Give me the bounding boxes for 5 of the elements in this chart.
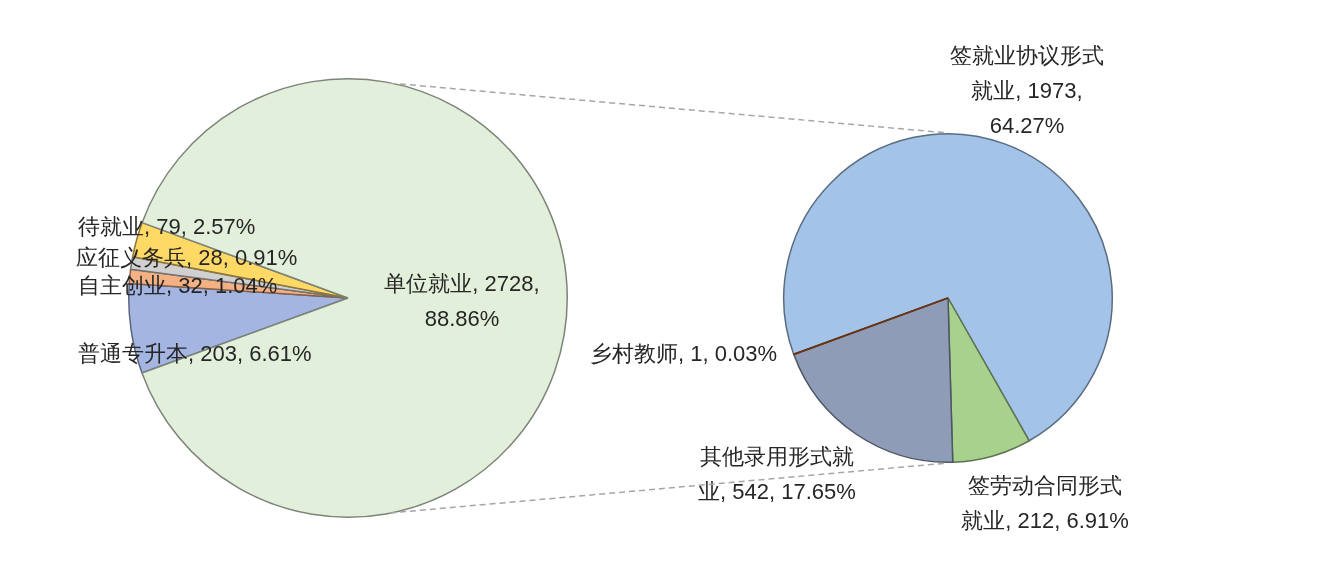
slice-label: 乡村教师, 1, 0.03%: [590, 341, 778, 367]
slice-label: 签就业协议形式就业, 1973, 64.27%: [950, 43, 1104, 139]
slice-label: 签劳动合同形式就业, 212, 6.91%: [961, 473, 1129, 534]
slice-label: 其他录用形式就业, 542, 17.65%: [698, 444, 856, 505]
slice-label: 单位就业, 2728, 88.86%: [384, 271, 540, 332]
